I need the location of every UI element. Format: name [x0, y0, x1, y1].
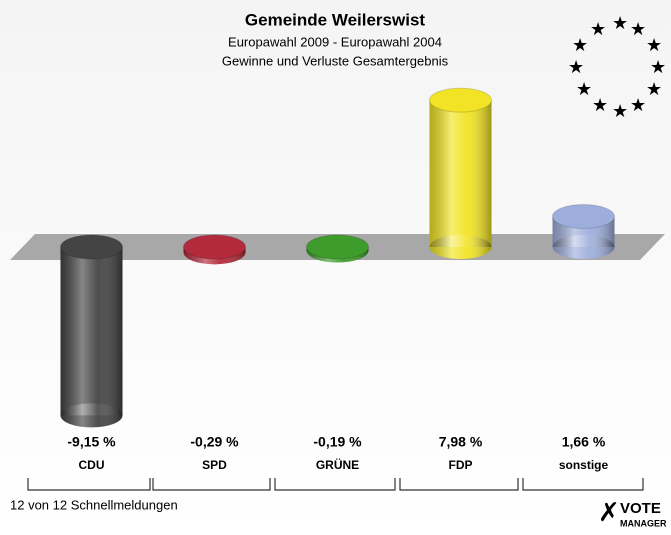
bar-bottom-shine [552, 235, 615, 259]
eu-stars: ★ ★★ ★★★ ★★★ ★★★ [568, 13, 666, 121]
bar-top [60, 234, 123, 260]
category-label: GRÜNE [316, 457, 359, 472]
subtitle: Europawahl 2009 - Europawahl 2004 [228, 34, 442, 49]
svg-text:★: ★ [568, 57, 584, 77]
value-label: -0,19 % [313, 434, 362, 450]
category-label: CDU [79, 458, 105, 472]
bar-top [306, 234, 369, 260]
bars [60, 87, 615, 428]
footer: 12 von 12 Schnellmeldungen [10, 497, 178, 512]
chart-title: Gemeinde Weilerswist [245, 10, 425, 29]
category-label: FDP [449, 458, 473, 472]
bar-top [552, 203, 615, 229]
category-label: SPD [202, 458, 227, 472]
subtitle: Gewinne und Verluste Gesamtergebnis [222, 53, 449, 68]
value-label: 7,98 % [439, 434, 483, 450]
logo-mark: ✗ [598, 497, 620, 527]
bar-top [183, 234, 246, 260]
bar-shine [429, 100, 492, 247]
svg-text:★: ★ [576, 79, 592, 99]
svg-text:★: ★ [646, 35, 662, 55]
svg-text:★: ★ [630, 95, 646, 115]
bar-top [429, 87, 492, 113]
svg-text:★: ★ [650, 57, 666, 77]
logo-text: VOTE [620, 500, 661, 517]
logo-text: MANAGER [620, 518, 667, 528]
svg-text:★: ★ [572, 35, 588, 55]
svg-text:★: ★ [612, 101, 628, 121]
value-label: -9,15 % [67, 434, 116, 450]
bar-bottom-shine [60, 403, 123, 428]
category-label: sonstige [559, 458, 609, 472]
svg-text:★: ★ [646, 79, 662, 99]
svg-text:★: ★ [590, 19, 606, 39]
value-label: 1,66 % [562, 434, 606, 450]
svg-text:★: ★ [592, 95, 608, 115]
svg-text:★: ★ [630, 19, 646, 39]
bar-shine [60, 247, 123, 416]
value-label: -0,29 % [190, 434, 239, 450]
svg-text:★: ★ [612, 13, 628, 33]
bar-bottom-shine [429, 235, 492, 259]
category-brackets [27, 478, 644, 491]
